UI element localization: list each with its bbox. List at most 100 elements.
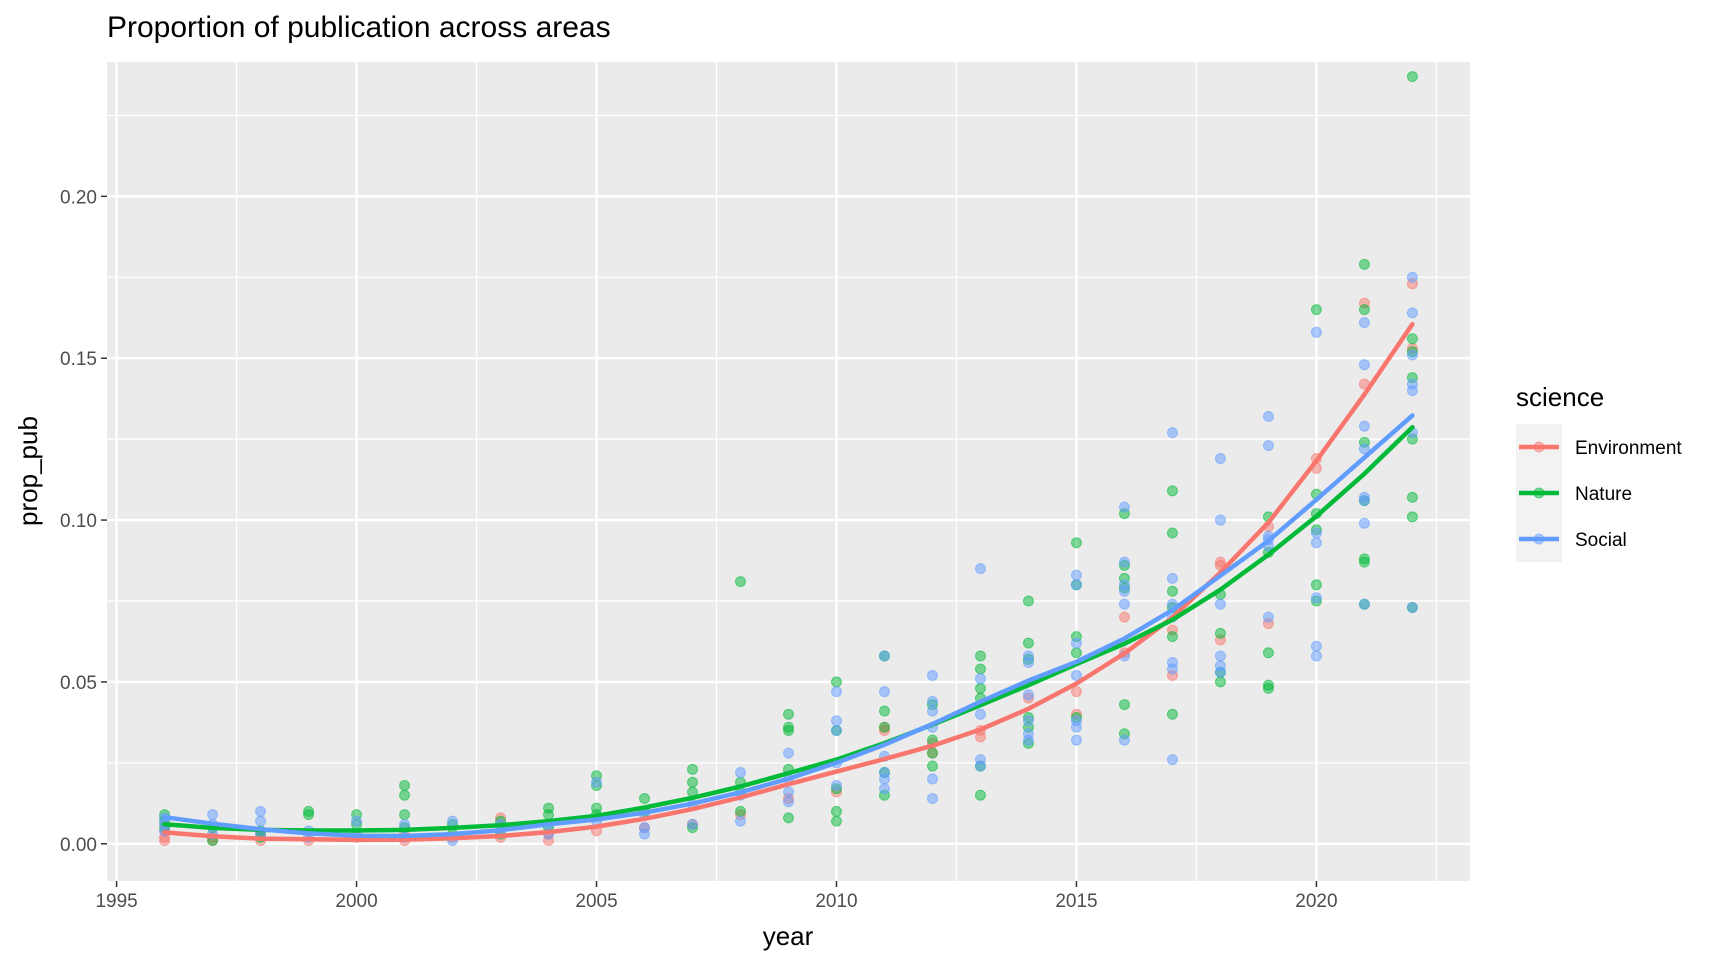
point-social xyxy=(974,673,986,685)
point-social xyxy=(735,815,747,827)
point-nature xyxy=(1166,708,1178,720)
point-nature xyxy=(783,708,794,720)
minor-gridlines xyxy=(107,62,1470,881)
point-social xyxy=(878,783,890,795)
point-nature xyxy=(687,763,699,775)
y-axis: 0.00 0.05 0.10 0.15 0.20 xyxy=(60,187,107,856)
point-social xyxy=(1022,715,1034,727)
point-nature xyxy=(1022,595,1034,607)
point-social xyxy=(1214,598,1226,610)
point-nature xyxy=(1214,627,1226,639)
point-social xyxy=(255,805,267,817)
point-nature xyxy=(974,789,986,801)
point-nature xyxy=(543,802,555,814)
point-nature xyxy=(1262,679,1274,691)
y-tick-label: 0.05 xyxy=(60,673,97,694)
point-social xyxy=(1406,307,1418,319)
point-social xyxy=(878,686,890,698)
point-nature xyxy=(830,815,842,827)
point-nature xyxy=(1166,631,1178,643)
point-social xyxy=(1070,579,1082,591)
point-social xyxy=(735,767,747,779)
point-social xyxy=(1070,569,1082,581)
point-nature xyxy=(1310,579,1322,591)
point-nature xyxy=(1310,304,1322,316)
point-social xyxy=(974,754,986,766)
point-nature xyxy=(591,802,603,814)
point-social xyxy=(1022,728,1034,740)
point-nature xyxy=(399,780,411,792)
x-tick-label: 2010 xyxy=(815,891,857,912)
point-environment xyxy=(1214,556,1226,568)
point-social xyxy=(351,815,363,827)
point-nature xyxy=(783,812,794,824)
point-nature xyxy=(974,663,986,675)
point-social xyxy=(1166,427,1178,439)
point-social xyxy=(830,724,842,736)
point-social xyxy=(447,815,459,827)
point-nature xyxy=(1022,637,1034,649)
point-social xyxy=(639,822,651,834)
point-social xyxy=(207,809,219,821)
chart-title: Proportion of publication across areas xyxy=(107,11,611,44)
point-nature xyxy=(1406,511,1418,523)
x-axis: 1995 2000 2005 2010 2015 2020 xyxy=(95,881,1338,912)
point-nature xyxy=(1214,676,1226,688)
point-social xyxy=(1022,689,1034,701)
y-tick-label: 0.15 xyxy=(60,349,97,370)
point-social xyxy=(830,780,842,792)
point-social xyxy=(1310,640,1322,652)
point-social xyxy=(1166,572,1178,584)
point-social xyxy=(1406,349,1418,361)
point-social xyxy=(1262,440,1274,452)
point-nature xyxy=(1406,71,1418,83)
x-tick-label: 2015 xyxy=(1055,891,1097,912)
legend-label-social: Social xyxy=(1575,530,1627,551)
point-social xyxy=(1310,527,1322,539)
point-social xyxy=(1358,420,1370,432)
point-social xyxy=(783,796,794,808)
point-social xyxy=(926,695,938,707)
point-social xyxy=(1166,754,1178,766)
point-social xyxy=(1310,650,1322,662)
point-nature xyxy=(1166,527,1178,539)
plot-panel xyxy=(107,62,1470,881)
point-social xyxy=(1118,579,1130,591)
point-nature xyxy=(1406,491,1418,503)
x-tick-label: 2020 xyxy=(1295,891,1337,912)
legend-title: science xyxy=(1516,382,1604,412)
point-social xyxy=(1022,650,1034,662)
y-tick-label: 0.10 xyxy=(60,511,97,532)
point-social xyxy=(1262,410,1274,422)
point-nature xyxy=(1166,585,1178,597)
point-social xyxy=(1358,491,1370,503)
point-social xyxy=(1310,537,1322,549)
point-nature xyxy=(399,789,411,801)
point-nature xyxy=(830,676,842,688)
point-social xyxy=(1118,598,1130,610)
point-social xyxy=(783,747,794,759)
point-social xyxy=(974,563,986,575)
point-environment xyxy=(1070,686,1082,698)
point-social xyxy=(1118,556,1130,568)
point-social xyxy=(1358,359,1370,371)
point-social xyxy=(1310,326,1322,338)
y-tick-label: 0.20 xyxy=(60,187,97,208)
point-social xyxy=(830,715,842,727)
point-social xyxy=(687,818,699,830)
point-nature xyxy=(974,682,986,694)
point-nature xyxy=(639,792,651,804)
y-axis-title: prop_pub xyxy=(13,416,43,526)
point-nature xyxy=(974,650,986,662)
point-nature xyxy=(303,805,315,817)
point-nature xyxy=(1406,333,1418,345)
point-nature xyxy=(399,809,411,821)
point-social xyxy=(1358,598,1370,610)
point-nature xyxy=(1166,485,1178,497)
point-nature xyxy=(783,721,794,733)
point-social xyxy=(1358,317,1370,329)
legend-label-nature: Nature xyxy=(1575,484,1632,505)
point-social xyxy=(1406,378,1418,390)
x-tick-label: 2000 xyxy=(335,891,377,912)
point-nature xyxy=(1070,537,1082,549)
